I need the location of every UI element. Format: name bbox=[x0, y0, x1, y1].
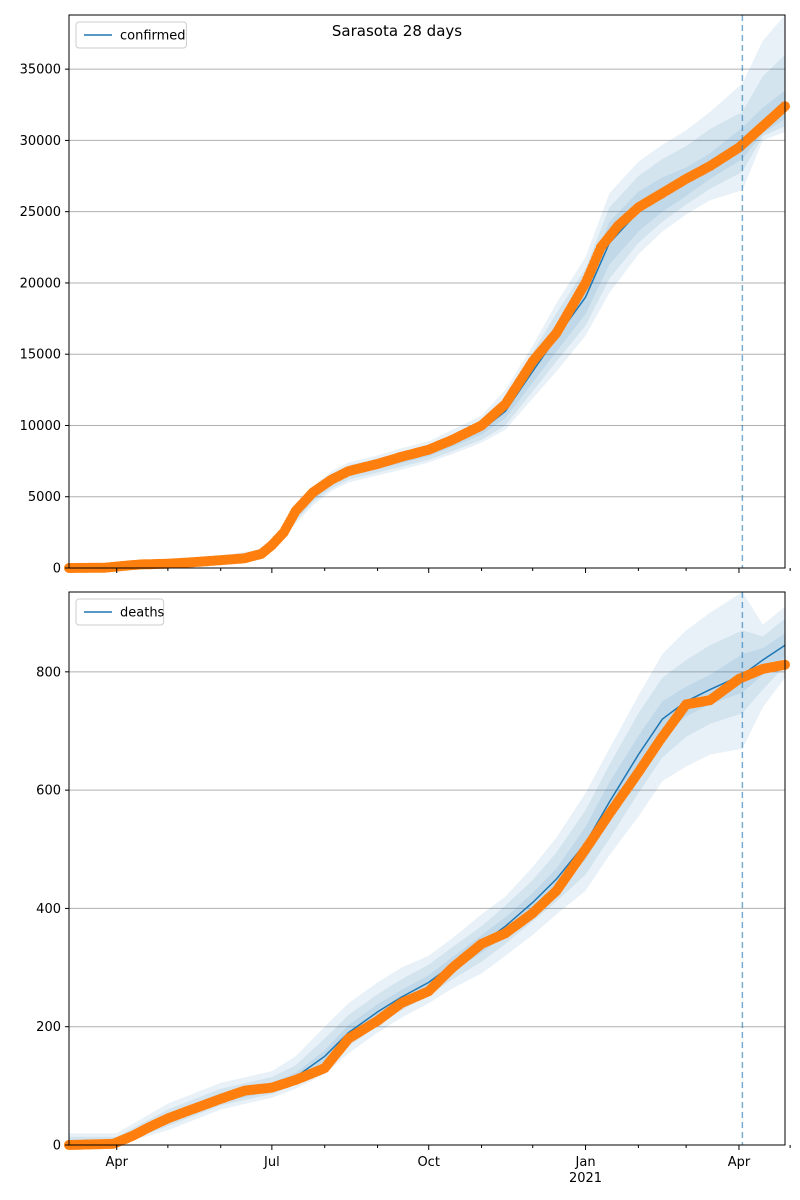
legend-label: deaths bbox=[120, 606, 165, 621]
confidence-band bbox=[69, 618, 785, 1145]
x-tick-label: Jul bbox=[263, 1155, 280, 1170]
y-tick-label: 600 bbox=[36, 784, 61, 799]
legend-box bbox=[75, 21, 187, 49]
confidence-band bbox=[69, 54, 785, 568]
x-tick-label: Jan bbox=[575, 1155, 596, 1170]
legend-label: confirmed bbox=[120, 29, 186, 44]
legend: confirmed bbox=[75, 21, 187, 49]
confirmed-panel: 0 5000 10000 15000 20000 25000 30000 35000 confi… bbox=[20, 14, 791, 577]
x-tick-label: Apr bbox=[105, 1155, 128, 1170]
confidence-band bbox=[69, 15, 785, 568]
x-tick-label: Apr bbox=[728, 1155, 751, 1170]
y-tick-label: 30000 bbox=[20, 134, 61, 149]
chart-title: Sarasota 28 days bbox=[332, 22, 462, 40]
y-tick-label: 200 bbox=[36, 1020, 61, 1035]
x-tick-sublabel: 2021 bbox=[569, 1171, 602, 1186]
legend-box bbox=[75, 598, 165, 626]
y-tick-label: 800 bbox=[36, 665, 61, 680]
x-tick-label: Oct bbox=[417, 1155, 439, 1170]
confidence-band bbox=[69, 592, 785, 1145]
confidence-band bbox=[69, 633, 785, 1145]
y-tick-label: 15000 bbox=[20, 348, 61, 363]
y-tick-label: 20000 bbox=[20, 276, 61, 291]
y-tick-label: 400 bbox=[36, 902, 61, 917]
legend: deaths bbox=[75, 598, 165, 626]
y-tick-label: 35000 bbox=[20, 63, 61, 78]
axes-frame bbox=[68, 14, 786, 569]
axes-frame bbox=[68, 591, 786, 1146]
y-tick-label: 0 bbox=[53, 562, 61, 577]
y-tick-label: 0 bbox=[53, 1139, 61, 1154]
y-tick-label: 25000 bbox=[20, 205, 61, 220]
y-tick-label: 10000 bbox=[20, 419, 61, 434]
y-tick-label: 5000 bbox=[28, 490, 61, 505]
